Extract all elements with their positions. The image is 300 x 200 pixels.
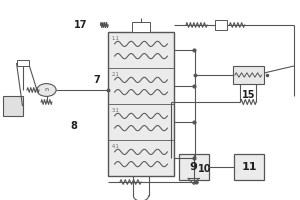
Bar <box>178 154 208 180</box>
Circle shape <box>37 84 56 96</box>
Text: n: n <box>44 87 49 92</box>
Bar <box>3 96 22 116</box>
Bar <box>108 32 174 176</box>
Text: 11: 11 <box>241 162 257 172</box>
Bar <box>16 60 28 66</box>
Bar <box>214 20 226 30</box>
Text: 17: 17 <box>74 20 87 30</box>
Text: 10: 10 <box>198 164 211 174</box>
Bar <box>132 22 150 32</box>
Bar <box>234 154 264 180</box>
Text: 9: 9 <box>190 162 197 172</box>
Text: 15: 15 <box>242 90 255 100</box>
Text: 2.1: 2.1 <box>112 72 119 77</box>
Text: 7: 7 <box>94 75 100 85</box>
Text: 4.1: 4.1 <box>112 144 119 149</box>
Text: 1.1: 1.1 <box>112 36 119 41</box>
Text: 3.1: 3.1 <box>112 108 119 113</box>
Text: 8: 8 <box>70 121 77 131</box>
Bar <box>232 66 264 84</box>
